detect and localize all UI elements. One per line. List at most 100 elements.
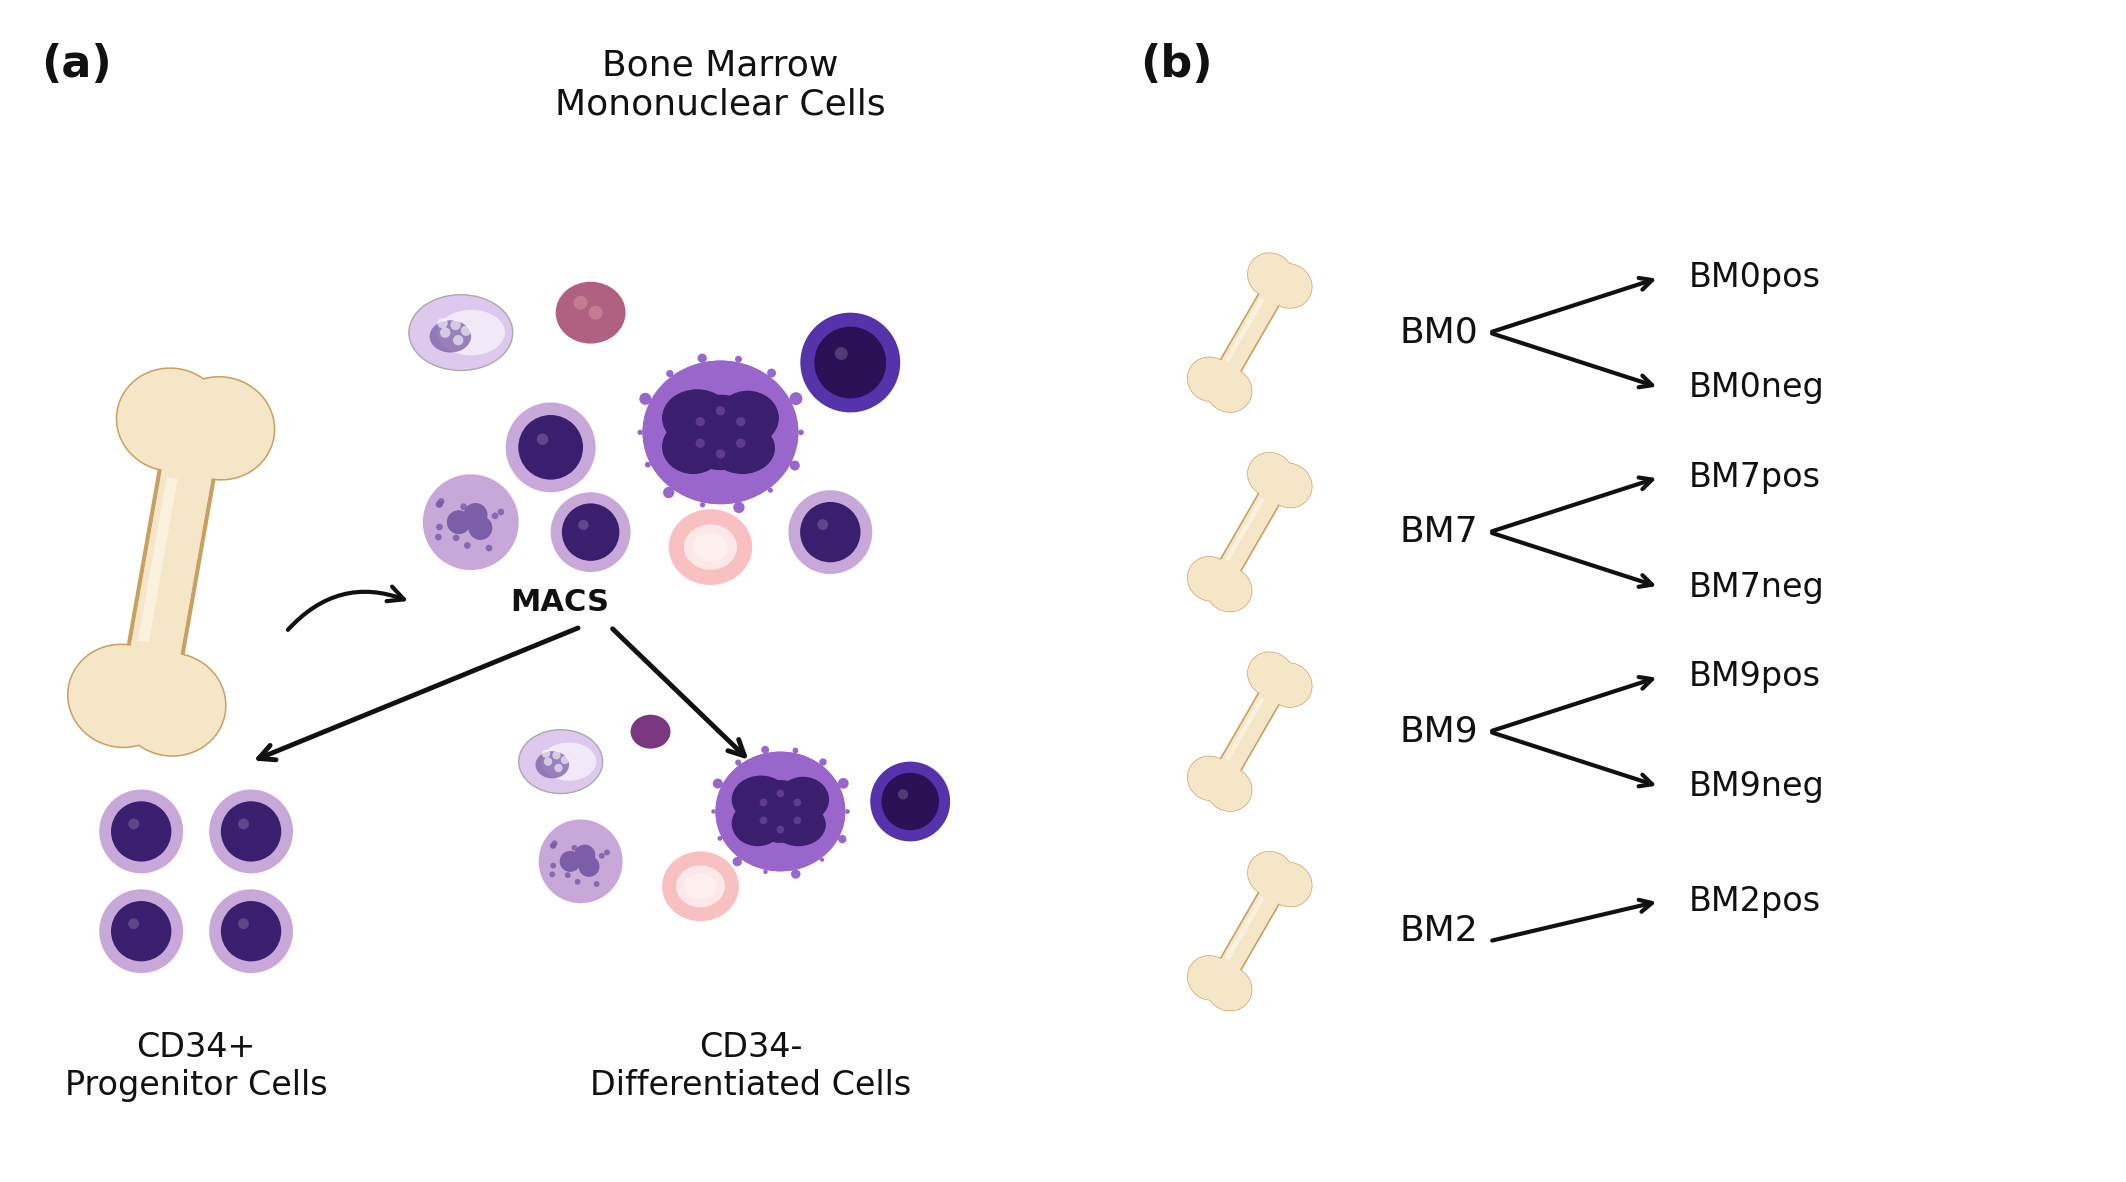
Bar — [1214, 284, 1284, 382]
Ellipse shape — [1267, 264, 1312, 309]
Circle shape — [551, 843, 555, 849]
Circle shape — [572, 845, 578, 851]
Circle shape — [644, 462, 651, 468]
Bar — [1214, 682, 1284, 781]
Ellipse shape — [117, 369, 225, 470]
Bar — [1225, 896, 1265, 960]
Circle shape — [506, 402, 595, 492]
Bar — [1222, 696, 1265, 765]
Circle shape — [574, 878, 580, 884]
Bar — [1222, 496, 1265, 566]
Ellipse shape — [555, 281, 625, 344]
Ellipse shape — [1248, 651, 1295, 697]
Circle shape — [716, 449, 725, 459]
Circle shape — [463, 543, 470, 548]
Ellipse shape — [1186, 357, 1233, 402]
Circle shape — [438, 318, 449, 329]
Circle shape — [438, 498, 444, 505]
Circle shape — [819, 759, 827, 766]
Circle shape — [789, 491, 872, 574]
Circle shape — [736, 417, 746, 427]
Ellipse shape — [642, 361, 799, 505]
Circle shape — [761, 746, 770, 754]
Circle shape — [100, 790, 183, 873]
Circle shape — [882, 773, 940, 830]
Bar — [134, 476, 179, 655]
Circle shape — [716, 836, 723, 840]
Circle shape — [763, 870, 767, 873]
Circle shape — [793, 799, 802, 806]
Circle shape — [436, 524, 442, 531]
Ellipse shape — [408, 294, 512, 370]
Circle shape — [776, 825, 784, 833]
Circle shape — [561, 856, 568, 862]
Circle shape — [451, 320, 461, 330]
Circle shape — [593, 881, 600, 886]
Circle shape — [844, 810, 850, 814]
Circle shape — [759, 799, 767, 806]
Circle shape — [544, 758, 553, 766]
Circle shape — [793, 817, 802, 824]
Text: CD34-
Differentiated Cells: CD34- Differentiated Cells — [589, 1031, 912, 1102]
Ellipse shape — [519, 729, 602, 793]
Circle shape — [538, 819, 623, 903]
Ellipse shape — [670, 509, 753, 585]
Ellipse shape — [1248, 852, 1293, 896]
Ellipse shape — [685, 525, 738, 570]
Ellipse shape — [1186, 556, 1233, 602]
Bar — [1214, 482, 1284, 582]
Bar — [125, 441, 217, 683]
Ellipse shape — [1186, 755, 1233, 801]
Bar — [1225, 696, 1265, 761]
Circle shape — [712, 779, 723, 788]
Ellipse shape — [1205, 368, 1252, 413]
Circle shape — [712, 810, 716, 813]
Circle shape — [791, 869, 802, 878]
Text: MACS: MACS — [510, 587, 610, 617]
Circle shape — [561, 755, 570, 765]
Bar — [1214, 284, 1284, 382]
Circle shape — [238, 818, 249, 830]
Circle shape — [423, 474, 519, 570]
Ellipse shape — [685, 873, 716, 900]
Circle shape — [695, 417, 706, 427]
Ellipse shape — [1248, 851, 1295, 896]
Ellipse shape — [115, 368, 225, 472]
Text: BM9pos: BM9pos — [1690, 661, 1822, 694]
Text: BM7: BM7 — [1399, 515, 1478, 550]
Circle shape — [483, 525, 489, 531]
Circle shape — [455, 515, 461, 522]
Ellipse shape — [1267, 663, 1312, 707]
Circle shape — [221, 801, 281, 862]
Circle shape — [491, 513, 497, 519]
Text: BM0pos: BM0pos — [1690, 261, 1822, 294]
Circle shape — [111, 801, 172, 862]
Ellipse shape — [1205, 767, 1252, 811]
Circle shape — [695, 439, 706, 448]
Circle shape — [699, 502, 706, 507]
Bar — [1222, 896, 1265, 965]
Bar — [138, 476, 179, 643]
Circle shape — [836, 348, 848, 361]
Ellipse shape — [1248, 453, 1293, 496]
Ellipse shape — [676, 865, 725, 908]
Circle shape — [600, 853, 604, 859]
Text: BM9: BM9 — [1399, 715, 1478, 748]
Circle shape — [797, 429, 804, 435]
Circle shape — [697, 353, 706, 363]
Circle shape — [208, 889, 293, 973]
Circle shape — [759, 817, 767, 824]
Text: (a): (a) — [40, 44, 113, 86]
Circle shape — [238, 918, 249, 929]
Circle shape — [208, 790, 293, 873]
Ellipse shape — [1265, 662, 1312, 708]
Ellipse shape — [1205, 567, 1252, 612]
Circle shape — [821, 858, 825, 862]
Bar — [1222, 298, 1265, 366]
Circle shape — [736, 439, 746, 448]
Ellipse shape — [536, 752, 570, 779]
Text: BM9neg: BM9neg — [1690, 769, 1824, 803]
Ellipse shape — [1205, 967, 1252, 1011]
Circle shape — [870, 761, 950, 842]
Ellipse shape — [1267, 863, 1312, 907]
